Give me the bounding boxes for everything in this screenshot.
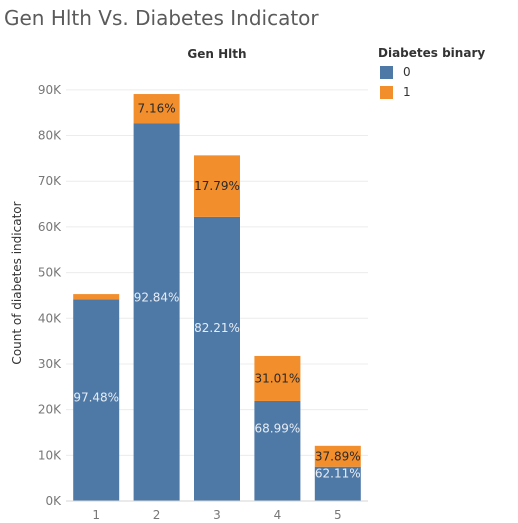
y-tick-label: 30K — [38, 357, 62, 371]
y-tick-label: 40K — [38, 311, 62, 325]
bar-label: 97.48% — [73, 391, 119, 405]
bars — [73, 94, 361, 501]
y-tick-label: 90K — [38, 83, 62, 97]
x-tick-label: 1 — [92, 508, 100, 522]
legend-label-1: 1 — [403, 85, 411, 99]
bar-label: 92.84% — [134, 291, 180, 305]
legend-swatch-1 — [380, 85, 393, 99]
y-tick-label: 50K — [38, 266, 62, 280]
bar-segment — [314, 445, 361, 467]
x-tick-label: 3 — [213, 508, 221, 522]
y-tick-label: 0K — [45, 494, 62, 508]
bar-segment — [254, 400, 301, 501]
y-tick-label: 60K — [38, 220, 62, 234]
legend-swatch-0 — [380, 65, 393, 79]
y-tick-label: 20K — [38, 403, 62, 417]
bar-label: 7.16% — [138, 102, 176, 116]
bar-segment — [194, 216, 240, 501]
bar-segment — [133, 94, 180, 124]
y-tick-label: 80K — [38, 129, 62, 143]
legend-label-0: 0 — [403, 65, 411, 79]
x-tick-label: 2 — [153, 508, 161, 522]
legend-item-1: 1 — [380, 85, 411, 99]
x-tick-label: 5 — [334, 508, 342, 522]
bar-segment — [314, 466, 361, 501]
bar-label: 17.79% — [194, 179, 240, 193]
y-tick-label: 70K — [38, 174, 62, 188]
y-tick-label: 10K — [38, 448, 62, 462]
bar-label: 37.89% — [315, 449, 361, 463]
bar-segment — [254, 355, 301, 401]
y-axis-label: Count of diabetes indicator — [10, 201, 24, 364]
bar-segment — [73, 294, 120, 300]
legend-title: Diabetes binary — [378, 46, 486, 60]
bar-label: 68.99% — [255, 421, 301, 435]
x-tick-label: 4 — [274, 508, 282, 522]
bar-segment — [73, 299, 120, 501]
bar-label: 62.11% — [315, 466, 361, 480]
column-header: Gen Hlth — [187, 47, 246, 61]
chart-title: Gen Hlth Vs. Diabetes Indicator — [4, 6, 319, 30]
bar-segment — [194, 155, 240, 217]
bar-label: 31.01% — [255, 371, 301, 385]
y-ticks: 0K 10K 20K 30K 40K 50K 60K 70K 80K 90K — [38, 83, 62, 508]
bar-segment — [133, 123, 180, 501]
x-ticks: 1 2 3 4 5 — [92, 508, 341, 522]
bar-labels: 97.48% 92.84% 7.16% 82.21% 17.79% 68.99% 31.01… — [73, 102, 360, 481]
legend-item-0: 0 — [380, 65, 411, 79]
bar-label: 82.21% — [194, 321, 240, 335]
